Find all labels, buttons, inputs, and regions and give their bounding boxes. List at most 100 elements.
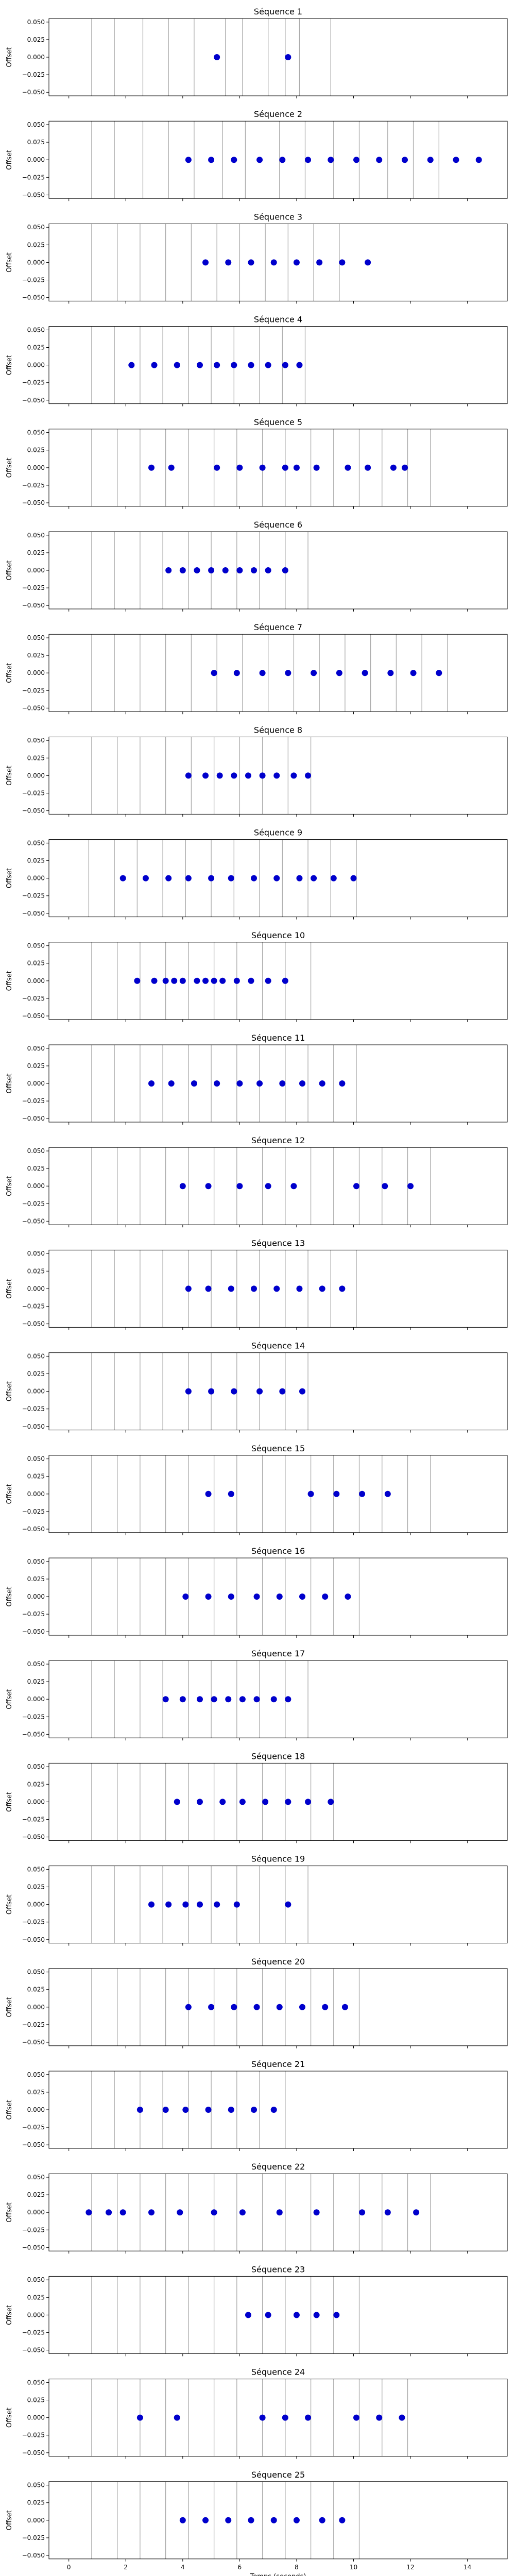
y-tick-label: 0.050 — [27, 224, 45, 231]
y-tick-label: −0.050 — [22, 2347, 45, 2354]
data-point — [401, 157, 408, 163]
data-point — [162, 1696, 169, 1703]
data-point — [359, 2209, 366, 2216]
data-point — [171, 977, 178, 984]
y-axis-label: Offset — [6, 1381, 13, 1401]
data-point — [85, 2209, 92, 2216]
y-axis-label: Offset — [6, 2099, 13, 2120]
plot-frame — [48, 1660, 508, 1738]
data-point — [279, 157, 286, 163]
data-point — [401, 464, 408, 471]
y-tick-label: 0.050 — [27, 19, 45, 26]
data-point — [333, 1490, 340, 1497]
panel: Séquence 10 Offset 0.050 0.025 0.000 −0.025 −0… — [6, 930, 508, 1022]
data-point — [328, 157, 334, 163]
panel-title: Séquence 14 — [251, 1341, 305, 1351]
data-point — [168, 464, 175, 471]
data-point — [285, 1696, 291, 1703]
data-point — [350, 875, 357, 882]
data-point — [376, 2414, 383, 2421]
panel-title: Séquence 17 — [251, 1649, 305, 1658]
data-point — [251, 2107, 258, 2113]
data-point — [276, 2004, 283, 2010]
data-point — [179, 1183, 186, 1190]
y-tick-label: −0.025 — [22, 789, 45, 796]
y-axis-label: Offset — [6, 1176, 13, 1196]
data-point — [410, 670, 417, 676]
y-tick-label: −0.025 — [22, 687, 45, 694]
data-point — [231, 772, 237, 779]
panel-title: Séquence 20 — [251, 1957, 305, 1967]
y-tick-label: −0.025 — [22, 482, 45, 489]
data-point — [174, 2414, 180, 2421]
data-point — [196, 1799, 203, 1805]
y-tick-label: −0.050 — [22, 807, 45, 815]
x-axis-label: Temps (seconds) — [250, 2573, 306, 2576]
data-point — [265, 1183, 271, 1190]
data-point — [228, 2107, 234, 2113]
y-tick-label: 0.050 — [27, 2482, 45, 2489]
data-point — [399, 2414, 405, 2421]
data-point — [196, 1696, 203, 1703]
y-tick-label: 0.025 — [27, 960, 45, 967]
data-point — [259, 772, 266, 779]
data-point — [253, 1594, 260, 1600]
y-tick-label: 0.050 — [27, 532, 45, 539]
plot-frame — [48, 1352, 508, 1431]
data-point — [319, 1285, 325, 1292]
data-point — [290, 772, 297, 779]
data-point — [211, 977, 217, 984]
data-point — [228, 1490, 234, 1497]
data-point — [179, 1696, 186, 1703]
data-point — [362, 670, 368, 676]
data-point — [313, 2312, 320, 2318]
y-tick-label: 0.050 — [27, 1455, 45, 1463]
data-point — [265, 977, 271, 984]
y-tick-label: 0.025 — [27, 1678, 45, 1685]
y-axis-label: Offset — [6, 1484, 13, 1504]
panel-title: Séquence 18 — [251, 1751, 305, 1761]
data-point — [202, 772, 209, 779]
data-point — [245, 2312, 251, 2318]
data-point — [106, 2209, 112, 2216]
data-point — [273, 875, 280, 882]
y-tick-label: −0.050 — [22, 397, 45, 404]
y-tick-label: −0.025 — [22, 584, 45, 591]
x-tick-label: 0 — [67, 2564, 71, 2571]
data-point — [413, 2209, 420, 2216]
plot-frame — [48, 2481, 508, 2560]
y-tick-label: 0.050 — [27, 737, 45, 744]
panel: Séquence 8 Offset 0.050 0.025 0.000 −0.025 −0.… — [6, 725, 508, 817]
data-point — [208, 2004, 215, 2010]
y-tick-label: 0.025 — [27, 241, 45, 248]
plot-frame — [48, 1249, 508, 1328]
data-point — [427, 157, 434, 163]
plot-frame — [48, 2276, 508, 2354]
data-point — [214, 1901, 220, 1908]
panel: Séquence 15 Offset 0.050 0.025 0.000 −0.025 −0… — [6, 1444, 508, 1535]
data-point — [231, 362, 237, 368]
y-tick-label: −0.025 — [22, 1405, 45, 1413]
data-point — [205, 1594, 212, 1600]
data-point — [256, 1388, 263, 1395]
data-point — [177, 2209, 183, 2216]
data-point — [293, 2517, 300, 2523]
y-tick-label: 0.050 — [27, 1045, 45, 1052]
y-tick-label: 0.000 — [27, 2517, 45, 2524]
data-point — [256, 1080, 263, 1087]
y-tick-label: −0.050 — [22, 1217, 45, 1225]
data-point — [174, 1799, 180, 1805]
panel-title: Séquence 11 — [251, 1033, 305, 1043]
data-point — [276, 1594, 283, 1600]
data-point — [330, 875, 337, 882]
y-tick-label: 0.000 — [27, 54, 45, 61]
data-point — [276, 2209, 283, 2216]
data-point — [259, 464, 266, 471]
data-point — [151, 362, 158, 368]
data-point — [282, 362, 288, 368]
y-axis-label: Offset — [6, 355, 13, 375]
data-point — [196, 1901, 203, 1908]
y-tick-label: 0.050 — [27, 2379, 45, 2386]
data-point — [231, 2004, 237, 2010]
plot-frame — [48, 736, 508, 815]
